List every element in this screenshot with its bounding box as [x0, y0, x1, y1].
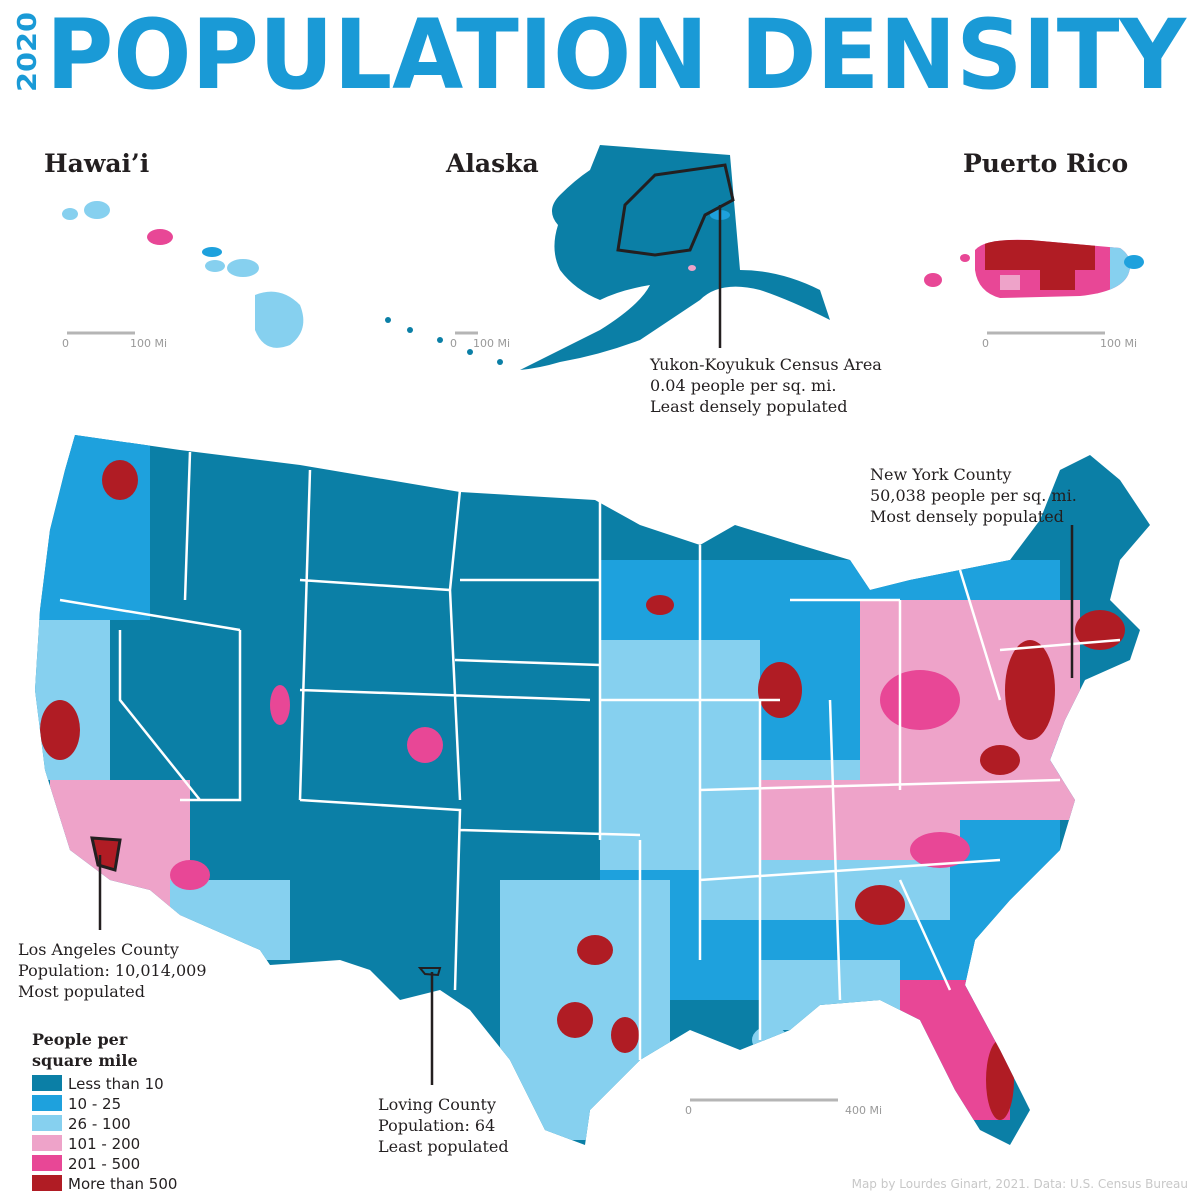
scale-start: 0	[685, 1104, 692, 1117]
annotation-line: Most populated	[18, 982, 145, 1001]
annotation-line: Population: 64	[378, 1116, 495, 1135]
loving-county-outline	[417, 967, 442, 977]
legend-label: Less than 10	[68, 1075, 164, 1093]
annotation-line: 50,038 people per sq. mi.	[870, 486, 1077, 505]
legend-swatch	[32, 1115, 62, 1131]
puerto-rico-map	[924, 239, 1144, 298]
inset-label: Hawai’i	[44, 149, 149, 178]
legend-title: square mile	[32, 1051, 138, 1070]
annotation-line: Least populated	[378, 1137, 509, 1156]
scale-end: 100 Mi	[1100, 337, 1137, 350]
annotation-line: 0.04 people per sq. mi.	[650, 376, 836, 395]
title: POPULATION DENSITY	[46, 0, 1187, 111]
legend-label: 201 - 500	[68, 1155, 140, 1173]
legend-title: People per	[32, 1030, 128, 1049]
annotation-line: Most densely populated	[870, 507, 1064, 526]
annotation-line: Least densely populated	[650, 397, 848, 416]
legend-swatch	[32, 1075, 62, 1091]
scale-end: 100 Mi	[473, 337, 510, 350]
annotation-line: Yukon-Koyukuk Census Area	[649, 355, 882, 374]
annotation-line: Loving County	[378, 1095, 496, 1114]
leader-lines	[98, 205, 1074, 1085]
scale-end: 100 Mi	[130, 337, 167, 350]
legend-label: 101 - 200	[68, 1135, 140, 1153]
legend-swatch	[32, 1095, 62, 1111]
legend-swatch	[32, 1135, 62, 1151]
inset-label: Puerto Rico	[963, 149, 1128, 178]
us-map	[35, 435, 1150, 1145]
annotation-line: Los Angeles County	[18, 940, 179, 959]
inset-label: Alaska	[445, 149, 539, 178]
scale-start: 0	[450, 337, 457, 350]
hawaii-map	[62, 201, 304, 348]
scale-end: 400 Mi	[845, 1104, 882, 1117]
legend-swatch	[32, 1175, 62, 1191]
year: 2020	[13, 12, 43, 92]
legend-label: 10 - 25	[68, 1095, 121, 1113]
scale-start: 0	[982, 337, 989, 350]
scale-start: 0	[62, 337, 69, 350]
legend-label: 26 - 100	[68, 1115, 131, 1133]
legend-label: More than 500	[68, 1175, 177, 1193]
annotation-line: New York County	[870, 465, 1011, 484]
annotation-line: Population: 10,014,009	[18, 961, 207, 980]
credit: Map by Lourdes Ginart, 2021. Data: U.S. …	[852, 1177, 1188, 1191]
alaska-map	[385, 145, 830, 370]
legend-swatch	[32, 1155, 62, 1171]
